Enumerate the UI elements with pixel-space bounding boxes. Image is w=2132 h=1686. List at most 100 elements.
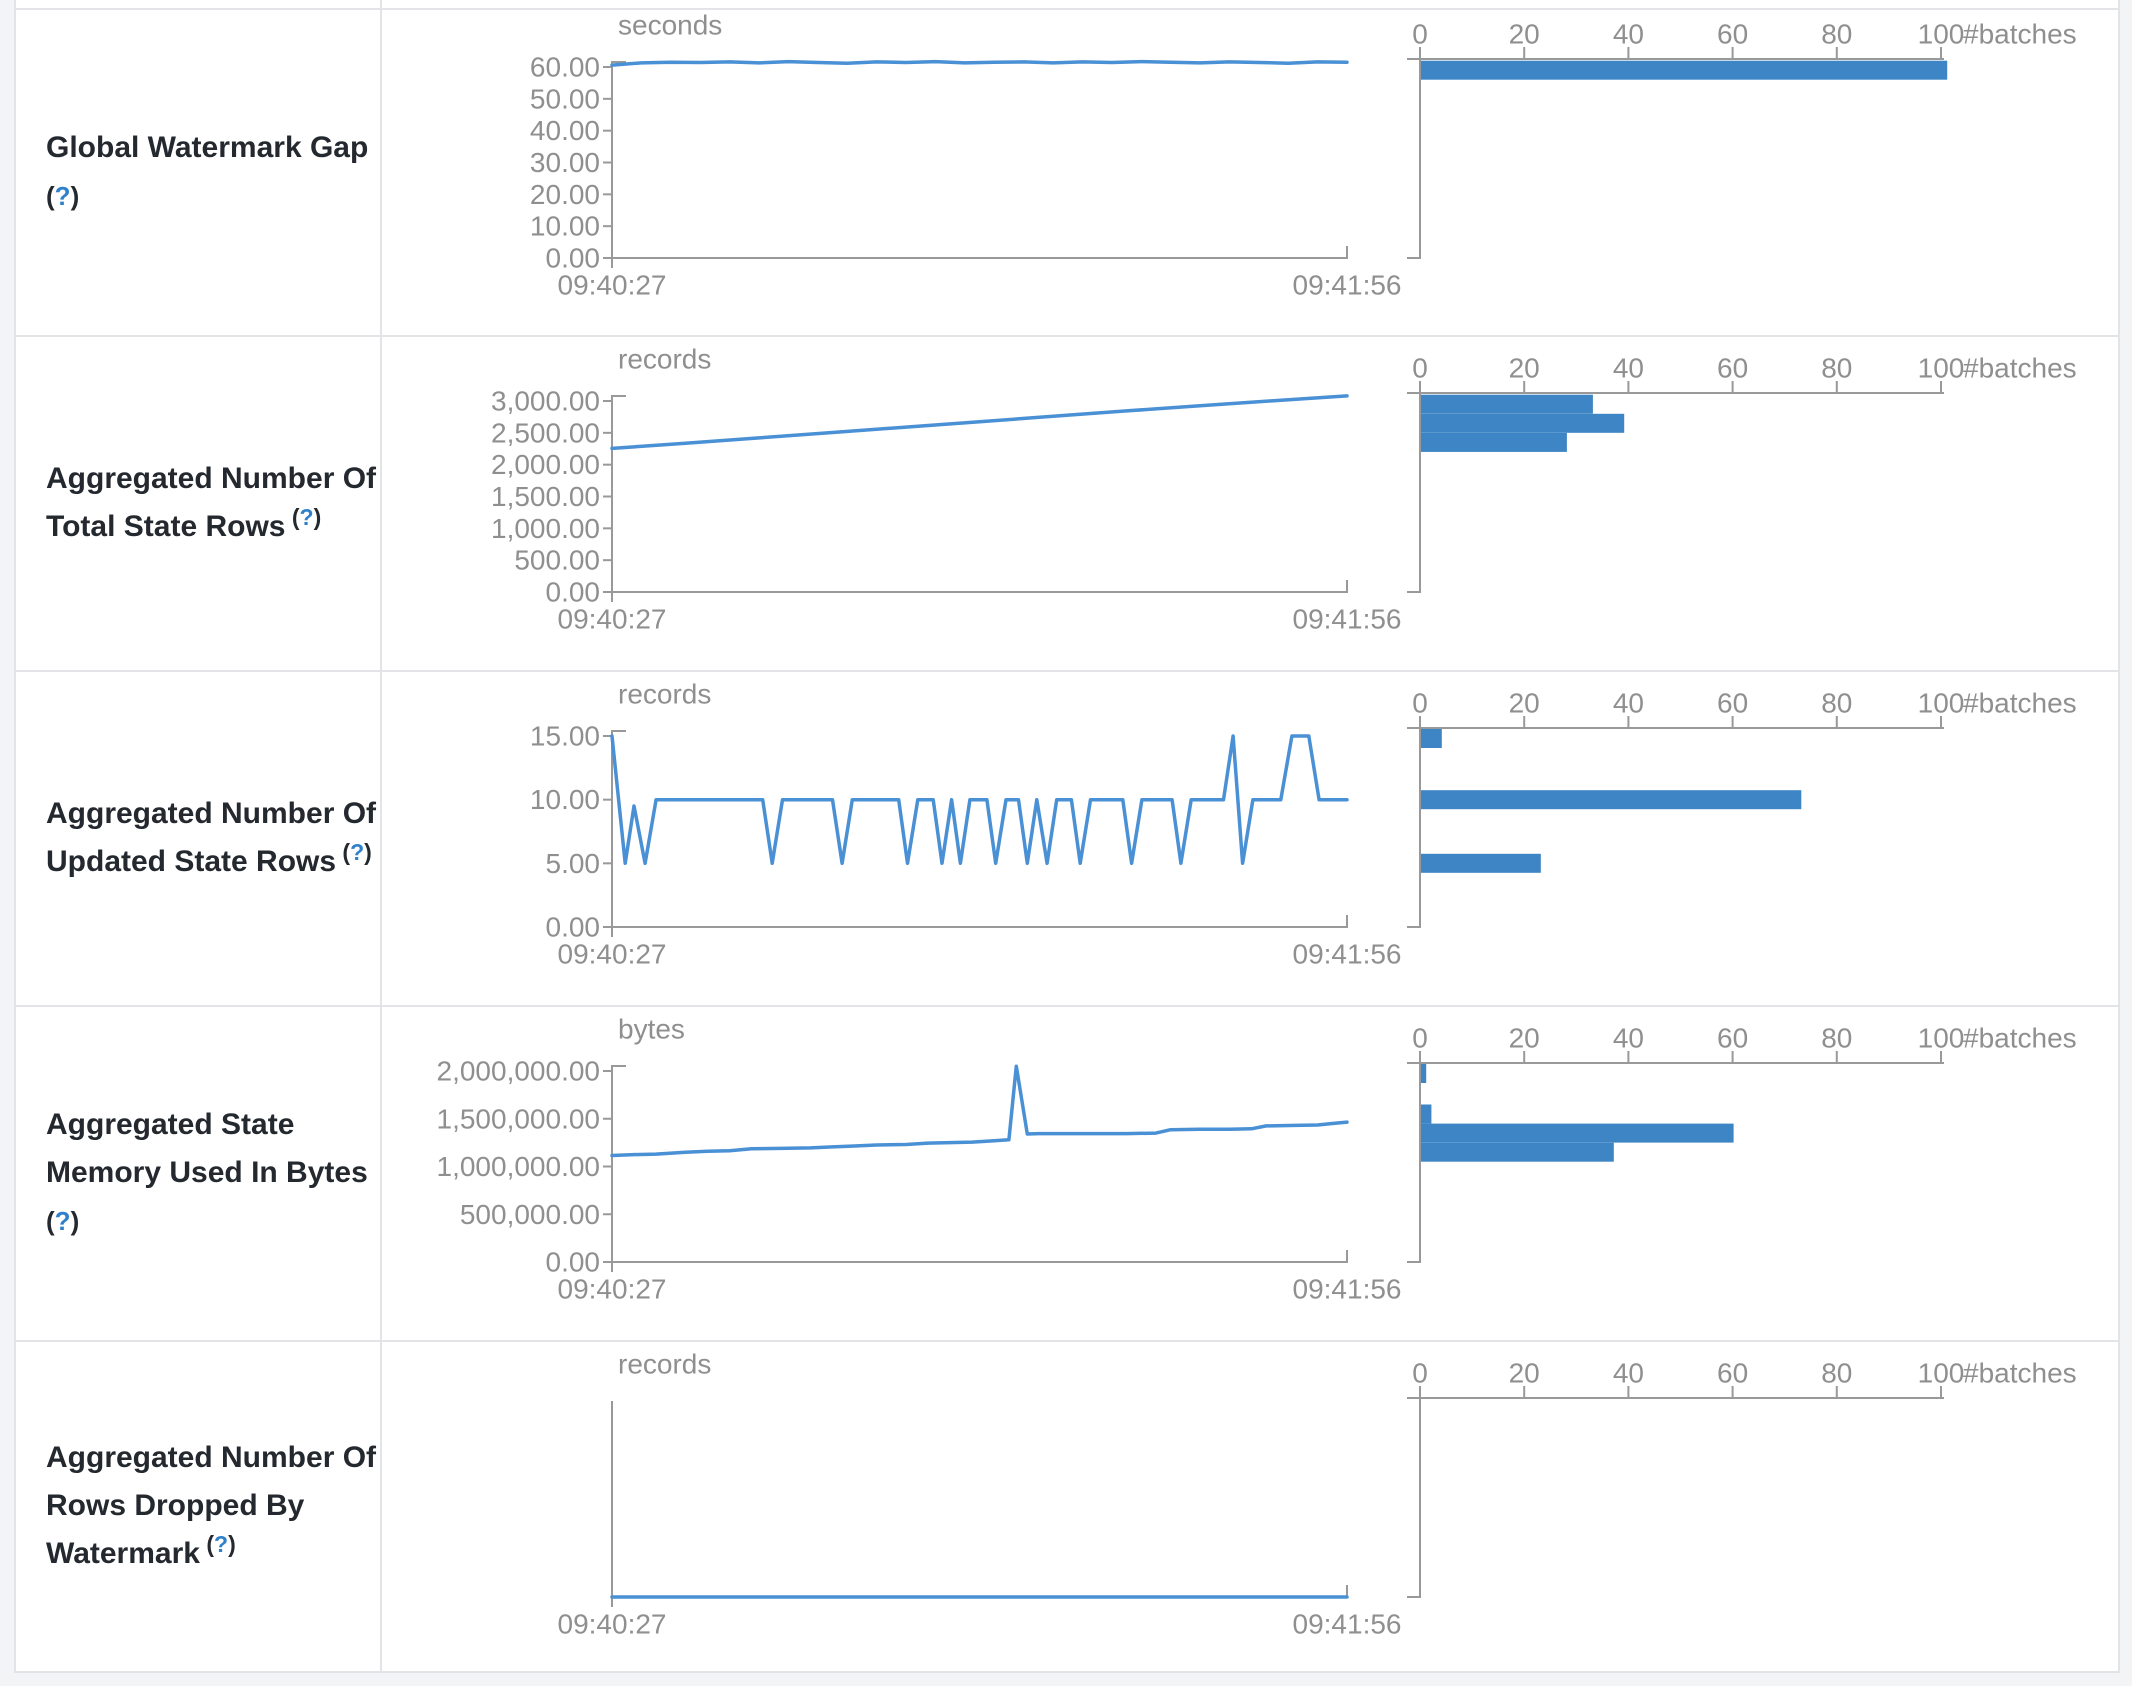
row-border — [14, 1671, 2120, 1673]
timeline-y-axis — [611, 1065, 626, 1262]
histogram-tick-label: 40 — [1613, 1023, 1644, 1054]
x-tick-label-start: 09:40:27 — [558, 1609, 667, 1640]
histogram-tick-label: 40 — [1613, 688, 1644, 719]
timeline-line — [610, 1064, 1349, 1158]
timeline-y-axis — [611, 395, 626, 592]
help-icon[interactable]: (?) — [46, 1205, 80, 1236]
metric-row-charts: bytes 2,000,000.00 1,500,000.00 1,000,000.0… — [437, 1014, 2077, 1305]
metric-label-total-state-rows: Aggregated Number Of Total State Rows (?) — [16, 335, 380, 670]
y-tick-label: 1,500.00 — [491, 481, 600, 512]
y-tick-label: 0.00 — [546, 1247, 601, 1278]
timeline-x-axis — [611, 915, 1348, 937]
histogram-tick-label: 0 — [1412, 19, 1428, 50]
y-tick-label: 0.00 — [546, 912, 601, 943]
timeline-x-axis — [611, 1250, 1348, 1272]
y-tick-label: 1,000,000.00 — [437, 1151, 601, 1182]
help-icon[interactable]: (?) — [46, 180, 80, 211]
metric-label-line: Aggregated State — [46, 1107, 295, 1141]
histogram-tick-label: 20 — [1509, 19, 1540, 50]
histogram-bar — [1421, 853, 1541, 873]
row-border — [14, 670, 2120, 672]
help-icon[interactable]: (?) — [199, 1530, 236, 1557]
histogram-tick-label: 100 — [1918, 688, 1965, 719]
x-tick-label-start: 09:40:27 — [558, 270, 667, 301]
metric-label-line: Watermark (?) — [46, 1530, 236, 1570]
histogram-unit-label: #batches — [1963, 1023, 2077, 1054]
row-border — [14, 335, 2120, 337]
row-border — [14, 8, 2120, 10]
histogram-tick-label: 20 — [1509, 353, 1540, 384]
y-tick-label: 0.00 — [546, 577, 601, 608]
metric-label-line: Global Watermark Gap — [46, 130, 369, 164]
histogram-tick-label: 40 — [1613, 353, 1644, 384]
x-tick-label-start: 09:40:27 — [558, 939, 667, 970]
y-tick-label: 2,000.00 — [491, 449, 600, 480]
metric-row-charts: records 09:40:27 09:41:56 0 20 40 60 80 100#batc… — [558, 1349, 2077, 1640]
histogram-unit-label: #batches — [1963, 688, 2077, 719]
metric-label-global-watermark-gap: Global Watermark Gap (?) — [16, 8, 380, 335]
metric-label-updated-state-rows: Aggregated Number Of Updated State Rows (… — [16, 670, 380, 1005]
histogram-y-axis — [1407, 1398, 1421, 1598]
histogram-tick-label: 40 — [1613, 1358, 1644, 1389]
timeline-y-axis — [611, 730, 626, 927]
metric-row-charts: records3,000.002,500.002,000.001,500.001… — [491, 344, 2077, 635]
y-tick-label: 10.00 — [530, 211, 600, 242]
histogram-bar — [1421, 729, 1442, 748]
timeline-x-axis — [611, 246, 1348, 268]
histogram-tick-label: 60 — [1717, 19, 1748, 50]
statistics-table — [14, 0, 2120, 1673]
y-tick-label: 5.00 — [546, 848, 601, 879]
metric-label-line: Rows Dropped By — [46, 1488, 305, 1522]
timeline-x-axis — [611, 580, 1348, 602]
y-tick-label: 10.00 — [530, 784, 600, 815]
y-tick-label: 0.00 — [546, 243, 601, 274]
histogram-tick-label: 20 — [1509, 1023, 1540, 1054]
help-icon[interactable]: (?) — [336, 838, 372, 865]
histogram-unit-label: #batches — [1963, 353, 2077, 384]
histogram-bar — [1421, 413, 1625, 433]
timeline-unit-label: records — [618, 1349, 711, 1380]
timeline-line — [610, 394, 1349, 451]
histogram-tick-label: 80 — [1821, 688, 1852, 719]
histogram-tick-label: 20 — [1509, 688, 1540, 719]
x-tick-label-end: 09:41:56 — [1293, 1609, 1402, 1640]
histogram-tick-label: 40 — [1613, 19, 1644, 50]
y-tick-label: 60.00 — [530, 52, 600, 83]
histogram-y-axis — [1407, 59, 1421, 259]
timeline-unit-label: seconds — [618, 10, 722, 41]
y-tick-label: 500,000.00 — [460, 1199, 600, 1230]
x-tick-label-end: 09:41:56 — [1293, 270, 1402, 301]
histogram-bar — [1421, 1104, 1432, 1124]
histogram-tick-label: 80 — [1821, 19, 1852, 50]
histogram-bar — [1421, 790, 1802, 810]
histogram-tick-label: 0 — [1412, 1023, 1428, 1054]
histogram-tick-label: 20 — [1509, 1358, 1540, 1389]
timeline-line — [610, 734, 1349, 866]
histogram-tick-label: 60 — [1717, 688, 1748, 719]
timeline-unit-label: records — [618, 344, 711, 375]
timeline-line — [610, 59, 1349, 67]
metric-label-line: Aggregated Number Of — [46, 796, 377, 830]
histogram-y-axis — [1407, 728, 1421, 928]
histogram-tick-label: 80 — [1821, 1358, 1852, 1389]
timeline-unit-label: records — [618, 679, 711, 710]
timeline-y-axis — [611, 61, 626, 258]
histogram-tick-label: 80 — [1821, 353, 1852, 384]
y-tick-label: 2,500.00 — [491, 417, 600, 448]
x-tick-label-start: 09:40:27 — [558, 604, 667, 635]
metric-label-line: Total State Rows (?) — [46, 503, 322, 543]
y-tick-label: 30.00 — [530, 147, 600, 178]
histogram-tick-label: 0 — [1412, 353, 1428, 384]
help-icon[interactable]: (?) — [285, 503, 322, 530]
table-border-left — [14, 0, 16, 1673]
metric-label-line: Memory Used In Bytes — [46, 1155, 368, 1189]
histogram-bar — [1421, 1123, 1734, 1143]
histogram-bar — [1421, 394, 1593, 414]
timeline-unit-label: bytes — [618, 1014, 685, 1045]
histogram-tick-label: 100 — [1918, 1023, 1965, 1054]
table-border-right — [2118, 0, 2120, 1673]
y-tick-label: 20.00 — [530, 179, 600, 210]
y-tick-label: 1,000.00 — [491, 513, 600, 544]
histogram-tick-label: 60 — [1717, 353, 1748, 384]
